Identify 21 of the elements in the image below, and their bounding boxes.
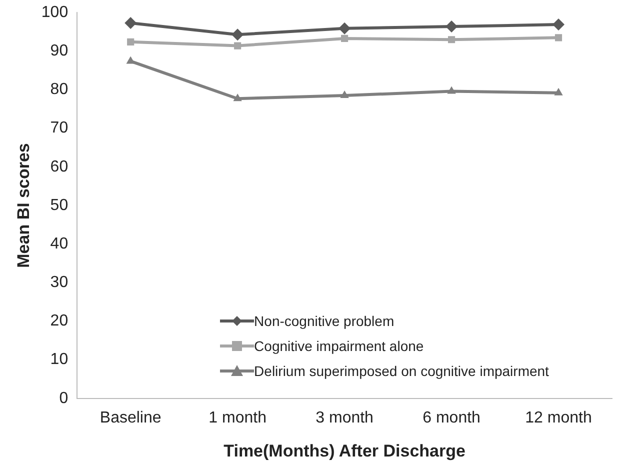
y-tick-label: 100 [41, 4, 68, 22]
y-tick-label: 80 [50, 81, 68, 98]
y-tick-label: 30 [50, 274, 68, 292]
legend-label: Cognitive impairment alone [254, 338, 424, 354]
x-tick-label: 6 month [422, 409, 480, 426]
x-tick-label: Baseline [100, 409, 162, 426]
y-tick-label: 60 [50, 158, 68, 176]
y-tick-label: 40 [50, 235, 68, 252]
legend-label: Delirium superimposed on cognitive impairment [254, 362, 549, 379]
y-tick-label: 0 [59, 390, 68, 407]
x-tick-label: 3 month [316, 409, 374, 426]
x-tick-label: 1 month [208, 409, 266, 426]
y-tick-label: 70 [50, 120, 68, 137]
y-tick-label: 20 [50, 312, 68, 330]
y-tick-label: 50 [50, 196, 68, 214]
x-tick-label: 12 month [525, 409, 592, 426]
y-tick-label: 10 [50, 351, 68, 368]
y-tick-label: 90 [50, 42, 68, 60]
x-axis-title: Time(Months) After Discharge [224, 441, 466, 460]
y-axis-title: Mean BI scores [14, 143, 33, 268]
legend-label: Non-cognitive problem [254, 312, 394, 329]
